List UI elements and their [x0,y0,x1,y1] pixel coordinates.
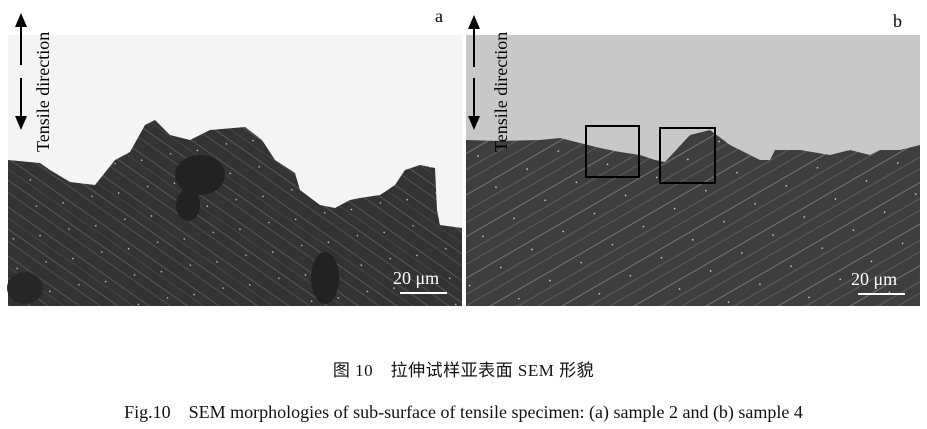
panel-a-pore [7,272,43,304]
panel-a-scale-bar-label: 20 μm [393,268,439,288]
panel-a: Tensile direction a 20 μm [7,6,462,306]
panel-b-specimen [466,130,920,306]
panel-b-highlight-box [659,127,716,184]
figure-caption-chinese: 图 10 拉伸试样亚表面 SEM 形貌 [332,361,595,380]
sem-figure: Tensile direction a 20 μm Tensile direct… [7,6,920,306]
panel-b-tensile-arrow-icon [468,15,480,130]
panel-a-label: a [435,6,443,26]
figure-caption-english: Fig.10 SEM morphologies of sub-surface o… [124,402,803,422]
panel-a-pore [176,189,200,221]
panel-a-pore [175,155,225,195]
panel-b-label: b [893,11,902,31]
panel-a-specimen [8,120,462,306]
panel-a-tensile-arrow-icon [15,13,27,130]
panel-a-pore [311,252,339,304]
panel-b-highlight-box [585,125,640,178]
panel-a-direction-label: Tensile direction [33,32,53,152]
panel-b-scale-bar-label: 20 μm [851,269,897,289]
panel-b: Tensile direction b 20 μm [466,11,920,306]
panel-b-direction-label: Tensile direction [491,32,511,152]
